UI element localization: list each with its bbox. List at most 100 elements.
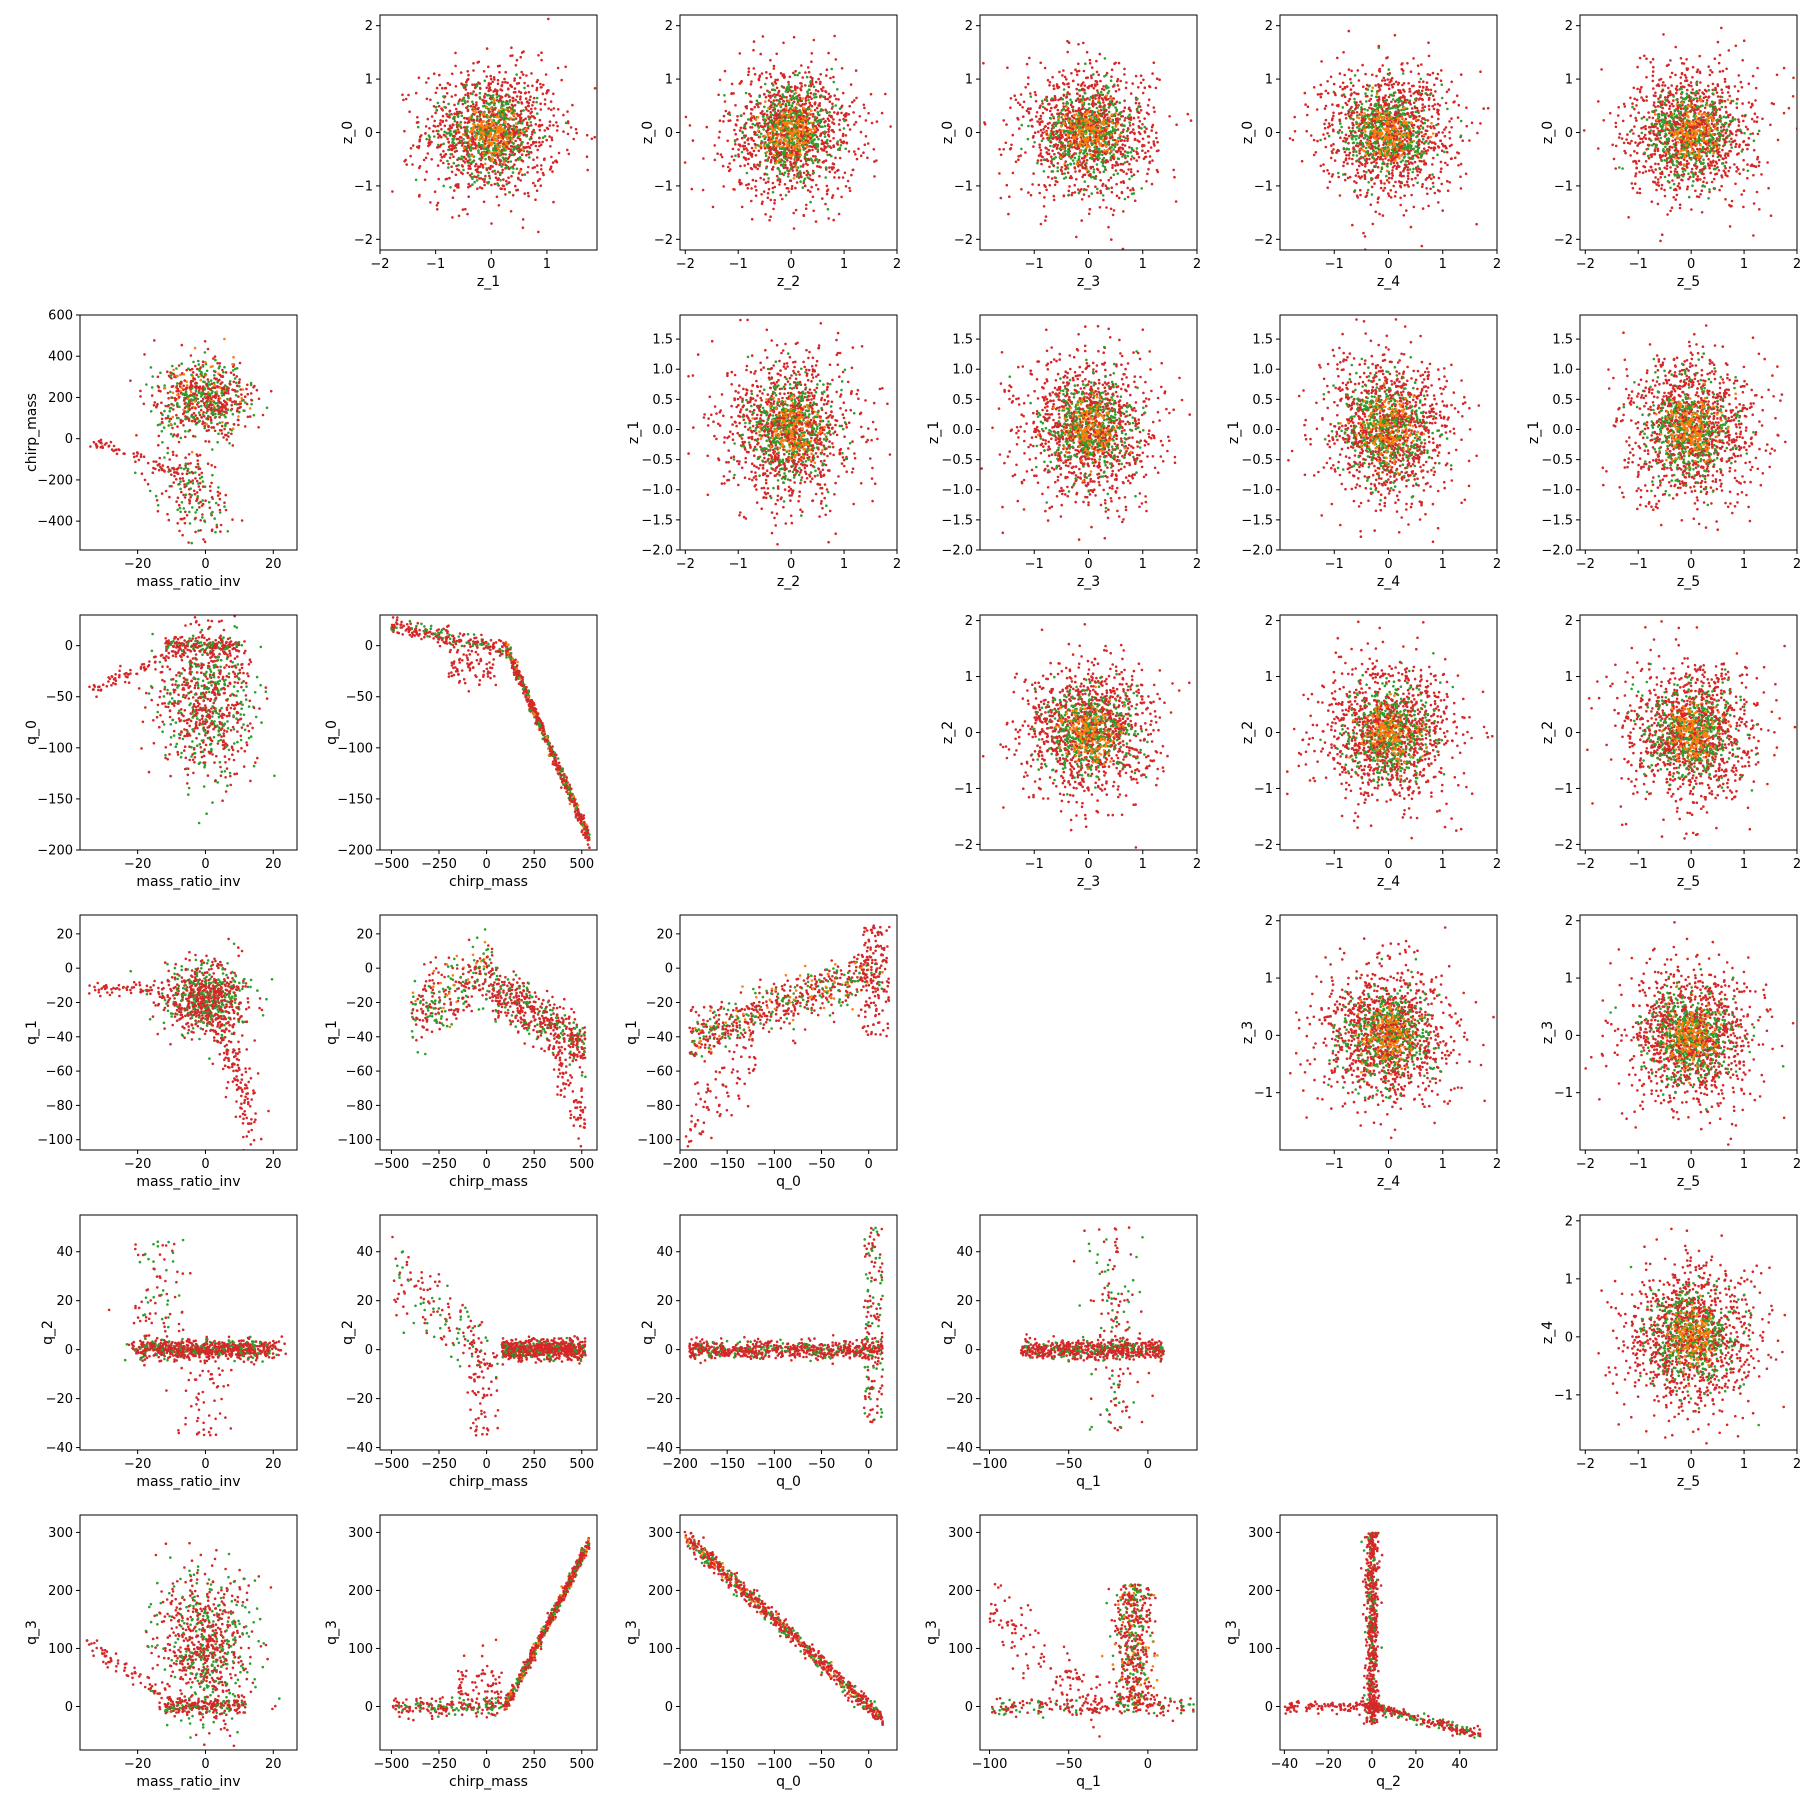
scatter-point <box>1060 129 1064 132</box>
scatter-point <box>1102 123 1105 127</box>
scatter-point <box>743 136 746 139</box>
scatter-point <box>745 171 749 175</box>
scatter-point <box>462 96 466 100</box>
scatter-point <box>786 120 789 124</box>
scatter-point <box>464 88 468 91</box>
scatter-point <box>447 166 450 169</box>
scatter-point <box>759 144 762 147</box>
scatter-point <box>520 102 524 105</box>
scatter-point <box>526 141 530 145</box>
scatter-point <box>727 119 730 123</box>
scatter-point <box>1066 171 1070 174</box>
scatter-point <box>1087 121 1090 125</box>
scatter-point <box>722 114 726 118</box>
scatter-point <box>838 128 842 132</box>
scatter-point <box>471 132 474 136</box>
scatter-point <box>447 131 451 135</box>
scatter-point <box>483 180 486 184</box>
scatter-point <box>717 93 720 97</box>
scatter-point <box>532 96 536 100</box>
y-tick-label: 0 <box>365 126 373 141</box>
scatter-point <box>1119 152 1123 156</box>
y-tick-label: −2 <box>654 233 673 248</box>
scatter-point <box>1095 163 1099 166</box>
scatter-point <box>750 146 754 150</box>
scatter-point <box>827 130 830 133</box>
scatter-point <box>909 59 912 62</box>
scatter-point <box>756 163 759 167</box>
scatter-point <box>753 123 757 127</box>
scatter-point <box>435 109 438 112</box>
scatter-point <box>1041 102 1044 105</box>
scatter-point <box>751 122 755 126</box>
scatter-point <box>1122 109 1125 113</box>
scatter-point <box>1128 146 1131 149</box>
scatter-point <box>812 142 815 145</box>
scatter-point <box>1070 146 1074 149</box>
scatter-point <box>479 135 482 139</box>
scatter-point <box>818 102 821 105</box>
scatter-point <box>814 220 818 223</box>
scatter-point <box>498 126 501 129</box>
scatter-point <box>786 125 789 128</box>
scatter-point <box>799 165 803 168</box>
scatter-point <box>1061 74 1064 77</box>
scatter-point <box>1106 122 1110 125</box>
scatter-point <box>532 142 535 145</box>
scatter-point <box>773 142 777 146</box>
scatter-point <box>759 102 762 105</box>
scatter-point <box>824 97 827 101</box>
scatter-point <box>586 168 589 172</box>
scatter-point <box>838 156 842 160</box>
scatter-point <box>1062 131 1066 134</box>
scatter-point <box>1115 141 1119 144</box>
scatter-point <box>1022 115 1025 118</box>
scatter-point <box>1093 151 1096 154</box>
scatter-point <box>823 121 826 124</box>
scatter-point <box>473 105 477 109</box>
scatter-point <box>1136 97 1139 101</box>
scatter-point <box>489 106 493 110</box>
scatter-point <box>810 97 813 100</box>
scatter-point <box>772 165 775 169</box>
scatter-point <box>780 133 784 137</box>
scatter-point <box>756 143 759 147</box>
scatter-point <box>484 162 487 166</box>
scatter-point <box>490 142 494 146</box>
scatter-point <box>450 165 453 168</box>
scatter-point <box>702 157 705 160</box>
scatter-point <box>1066 114 1069 117</box>
scatter-point <box>1068 145 1072 148</box>
scatter-point <box>1113 144 1117 148</box>
scatter-point <box>1042 170 1046 173</box>
scatter-point <box>783 129 786 133</box>
scatter-point <box>499 161 502 165</box>
scatter-point <box>840 67 844 70</box>
scatter-point <box>1059 155 1063 159</box>
scatter-point <box>1099 179 1102 182</box>
scatter-point <box>514 122 518 125</box>
scatter-point <box>1104 84 1108 88</box>
scatter-point <box>853 99 856 102</box>
scatter-point <box>514 64 518 67</box>
scatter-point <box>755 122 759 125</box>
scatter-point <box>1032 145 1035 148</box>
scatter-point <box>783 137 787 141</box>
scatter-point <box>781 141 785 145</box>
scatter-point <box>758 75 761 79</box>
scatter-point <box>520 120 524 124</box>
scatter-point <box>525 74 528 77</box>
scatter-point <box>1072 79 1075 83</box>
scatter-point <box>483 79 487 83</box>
scatter-point <box>1118 136 1122 140</box>
scatter-point <box>1173 175 1176 179</box>
scatter-point <box>429 201 432 204</box>
scatter-point <box>1147 135 1151 138</box>
scatter-point <box>711 205 715 209</box>
scatter-point <box>1063 75 1067 79</box>
scatter-point <box>853 123 856 126</box>
scatter-point <box>523 130 526 134</box>
scatter-point <box>505 117 509 120</box>
scatter-point <box>510 141 514 144</box>
scatter-point <box>454 85 458 88</box>
